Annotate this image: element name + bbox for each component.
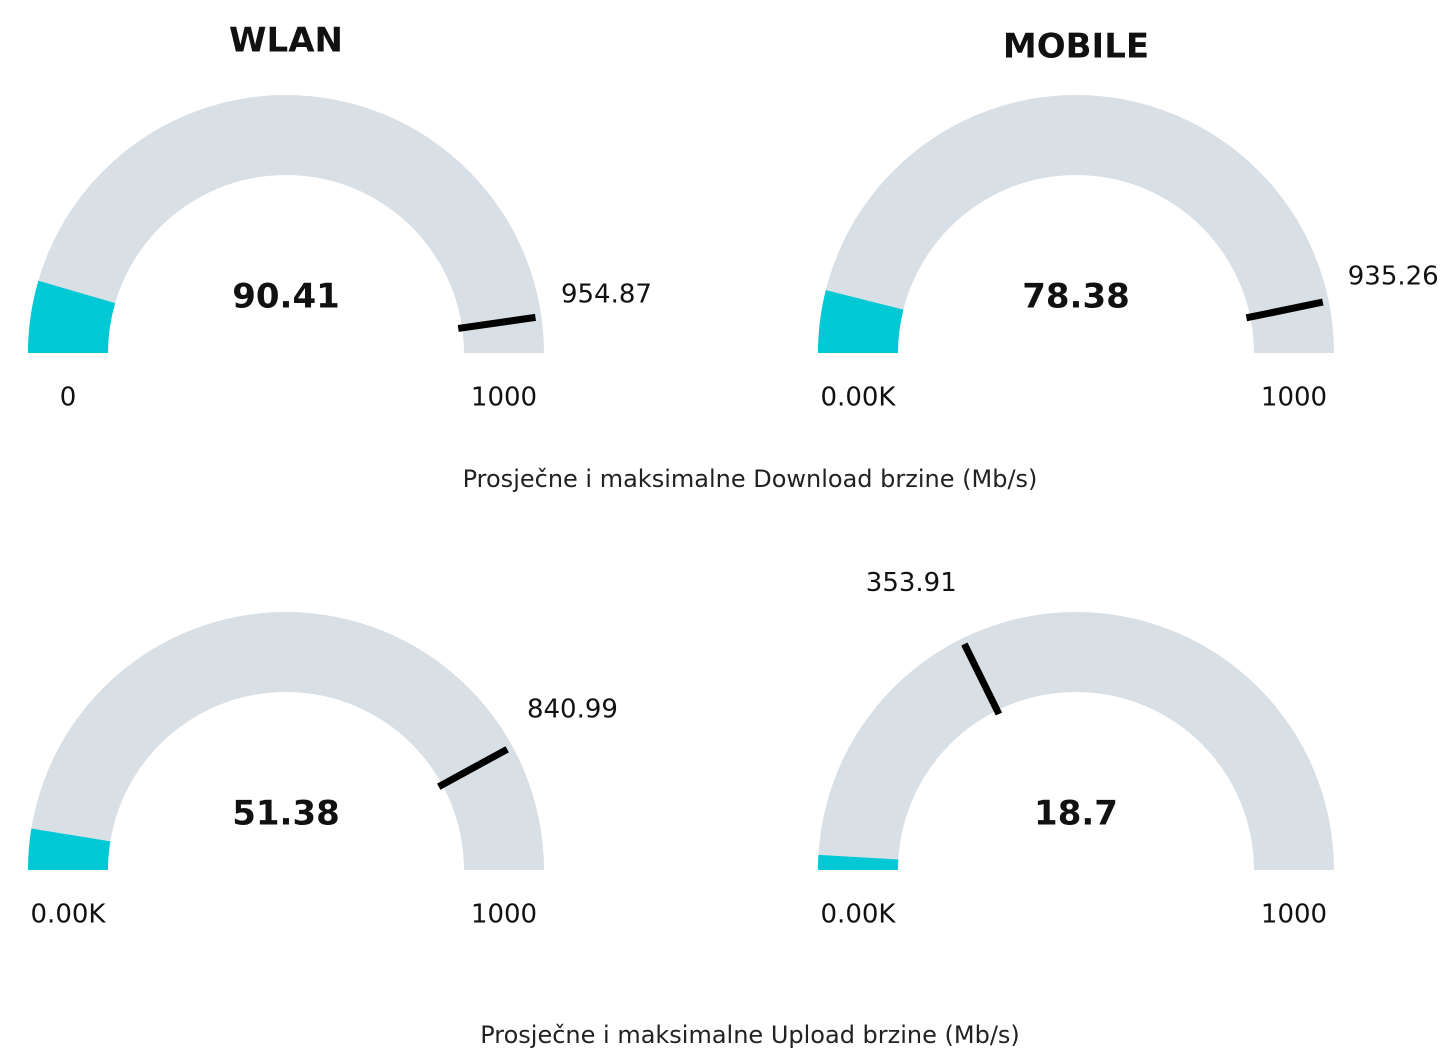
max-marker xyxy=(961,642,1003,716)
marker-label: 935.26 xyxy=(1348,261,1439,291)
max-marker xyxy=(457,313,536,332)
gauge-title: MOBILE xyxy=(1003,27,1149,67)
range-label: 1000 xyxy=(471,900,537,930)
gauge-track xyxy=(28,95,544,353)
gauge-fill xyxy=(28,280,116,353)
caption: Prosječne i maksimalne Download brzine (… xyxy=(463,465,1038,493)
gauge-fill xyxy=(28,828,111,870)
caption: Prosječne i maksimalne Upload brzine (Mb… xyxy=(480,1021,1020,1049)
gauge-value: 18.7 xyxy=(1034,794,1118,834)
range-label: 1000 xyxy=(1261,900,1327,930)
range-label: 0 xyxy=(60,383,77,413)
gauge-title: WLAN xyxy=(229,21,343,61)
gauge-value: 90.41 xyxy=(232,277,340,317)
gauge-track xyxy=(818,95,1334,353)
range-label: 1000 xyxy=(1261,383,1327,413)
gauge-track xyxy=(818,612,1334,870)
gauge-value: 51.38 xyxy=(232,794,340,834)
range-label: 0.00K xyxy=(31,900,107,930)
gauge-fill xyxy=(818,854,899,870)
marker-label: 353.91 xyxy=(866,568,957,598)
range-label: 1000 xyxy=(471,383,537,413)
marker-label: 954.87 xyxy=(561,280,652,310)
gauge-track xyxy=(28,612,544,870)
gauge-fill xyxy=(818,290,904,353)
range-label: 0.00K xyxy=(821,383,897,413)
max-marker xyxy=(1245,298,1324,322)
marker-label: 840.99 xyxy=(527,694,618,724)
gauge-value: 78.38 xyxy=(1022,277,1130,317)
range-label: 0.00K xyxy=(821,900,897,930)
max-marker xyxy=(437,746,509,790)
